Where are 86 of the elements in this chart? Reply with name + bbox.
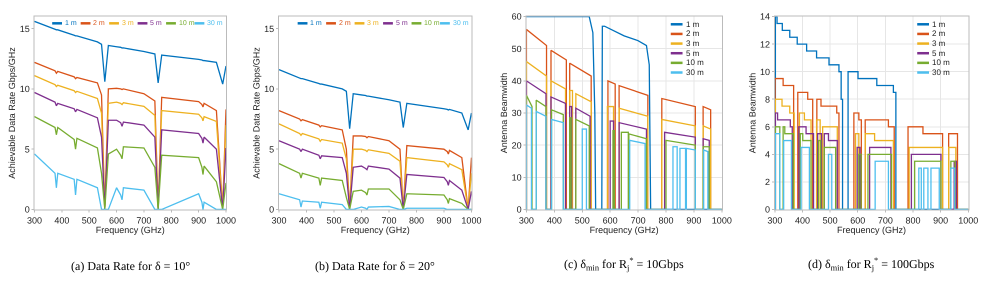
- x-tick-label: 300: [767, 215, 782, 226]
- x-tick-label: 300: [26, 215, 42, 226]
- y-tick-label: 12: [760, 39, 770, 50]
- x-tick-label: 400: [794, 215, 810, 226]
- y-tick-label: 10: [760, 66, 770, 77]
- text: (d) δ$_{min}$ for R$_{j}$$^{*}$ = 100Gbps: [808, 256, 935, 273]
- y-tick-label: 2: [765, 177, 770, 188]
- y-tick-label: 20: [512, 140, 522, 150]
- x-axis-title: Frequency (GHz): [837, 225, 906, 236]
- x-tick-label: 900: [933, 215, 948, 226]
- text: (c) δ$_{min}$ for R$_{j}$$^{*}$ = 10Gbps: [564, 256, 684, 273]
- x-tick-label: 500: [822, 215, 838, 226]
- x-tick-label: 1000: [712, 215, 732, 226]
- line-series: [278, 162, 472, 210]
- legend-label: 5 m: [686, 49, 700, 58]
- x-tick-label: 600: [354, 215, 369, 226]
- line-series: [278, 140, 472, 210]
- x-tick-label: 800: [408, 215, 424, 226]
- text: (a) Data Rate for δ = 10°: [71, 259, 190, 273]
- legend-label: 2 m: [932, 29, 946, 38]
- x-tick-label: 500: [82, 215, 97, 226]
- legend-label: 10 m: [932, 58, 950, 67]
- x-tick-label: 700: [878, 215, 893, 226]
- x-tick-label: 400: [298, 215, 314, 226]
- y-tick-label: 5: [24, 144, 30, 154]
- x-tick-label: 500: [326, 215, 342, 226]
- y-tick-label: 0: [269, 204, 274, 215]
- y-axis-title: Antenna Beamwidth: [747, 72, 758, 154]
- y-tick-label: 60: [512, 12, 522, 22]
- legend-label: 2 m: [686, 29, 700, 38]
- y-axis-title: Achievable Data Rate Gbps/GHz: [252, 46, 262, 179]
- x-tick-label: 1000: [216, 215, 236, 226]
- y-tick-label: 14: [760, 12, 770, 22]
- x-tick-label: 600: [602, 215, 618, 226]
- x-tick-label: 700: [381, 215, 396, 226]
- x-tick-label: 700: [136, 215, 152, 226]
- x-tick-label: 900: [686, 215, 702, 226]
- x-tick-label: 800: [164, 215, 179, 226]
- y-tick-label: 5: [269, 144, 274, 154]
- x-tick-label: 1000: [958, 215, 978, 226]
- legend-label: 3 m: [932, 39, 946, 48]
- y-tick-label: 0: [765, 204, 770, 215]
- line-series: [278, 68, 472, 131]
- y-axis-title: Antenna Beamwidth: [498, 72, 509, 154]
- x-axis-title: Frequency (GHz): [96, 225, 165, 236]
- y-tick-label: 15: [20, 24, 30, 34]
- y-tick-label: 10: [20, 84, 30, 94]
- x-tick-label: 500: [574, 215, 590, 226]
- legend-label: 1 m: [932, 20, 946, 29]
- text: (b) Data Rate for δ = 20°: [315, 259, 436, 273]
- line-series: [34, 20, 226, 85]
- y-tick-label: 0: [24, 204, 30, 215]
- y-tick-label: 10: [264, 84, 274, 94]
- x-tick-label: 600: [850, 215, 866, 226]
- x-tick-label: 900: [191, 215, 206, 226]
- x-axis-title: Frequency (GHz): [340, 225, 410, 236]
- legend-label: 5 m: [932, 49, 946, 58]
- x-tick-label: 400: [54, 215, 70, 226]
- legend-label: 1 m: [686, 20, 700, 29]
- x-tick-label: 800: [905, 215, 921, 226]
- y-tick-label: 30: [512, 108, 522, 118]
- line-series: [34, 153, 226, 210]
- y-tick-label: 15: [264, 24, 274, 34]
- y-axis-title: Achievable Data Rate Gbps/GHz: [7, 46, 18, 179]
- y-tick-label: 10: [512, 172, 522, 182]
- x-tick-label: 700: [630, 215, 646, 226]
- x-tick-label: 300: [518, 215, 534, 226]
- line-series: [34, 116, 226, 210]
- legend-label: 10 m: [686, 58, 704, 67]
- y-tick-label: 50: [512, 44, 522, 54]
- x-tick-label: 900: [436, 215, 452, 226]
- x-tick-label: 400: [546, 215, 562, 226]
- x-tick-label: 1000: [461, 215, 482, 226]
- legend-label: 30 m: [932, 68, 950, 77]
- line-series: [278, 193, 472, 210]
- legend-label: 3 m: [686, 39, 700, 48]
- y-tick-label: 0: [516, 204, 522, 215]
- y-tick-label: 4: [765, 149, 770, 160]
- x-axis-title: Frequency (GHz): [590, 225, 659, 236]
- x-tick-label: 800: [658, 215, 674, 226]
- y-tick-label: 8: [765, 94, 770, 104]
- x-tick-label: 300: [271, 215, 287, 226]
- legend-label: 30 m: [686, 68, 704, 77]
- y-tick-label: 40: [512, 76, 522, 86]
- y-tick-label: 6: [765, 122, 770, 132]
- x-tick-label: 600: [109, 215, 124, 226]
